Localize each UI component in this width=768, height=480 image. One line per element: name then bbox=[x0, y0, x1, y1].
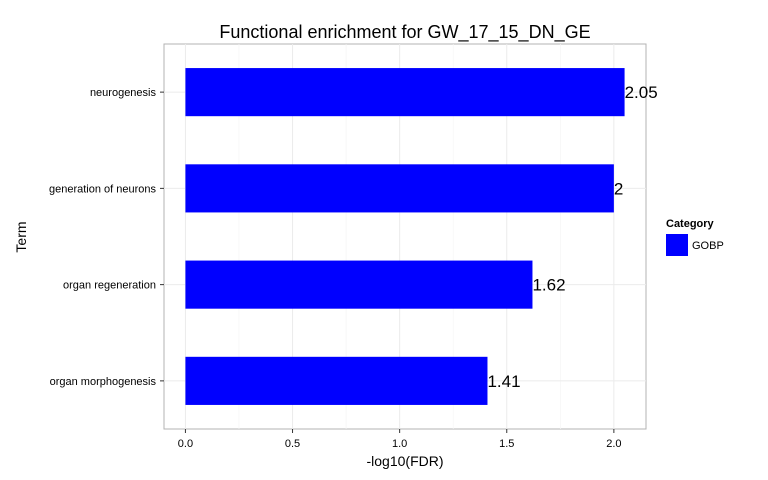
x-tick-label: 0.0 bbox=[178, 438, 193, 450]
x-tick-label: 0.5 bbox=[285, 438, 300, 450]
y-tick-label: organ morphogenesis bbox=[50, 376, 157, 388]
bar-labels-group: 2.05 2 1.62 1.41 bbox=[487, 83, 657, 391]
bar-value-label: 1.41 bbox=[487, 372, 520, 391]
chart-title: Functional enrichment for GW_17_15_DN_GE bbox=[219, 22, 590, 43]
y-axis-title: Term bbox=[13, 221, 29, 252]
x-tick-label: 1.5 bbox=[499, 438, 514, 450]
bar-value-label: 2.05 bbox=[625, 83, 658, 102]
bar-value-label: 2 bbox=[614, 179, 623, 198]
bars-group bbox=[185, 68, 625, 405]
bar bbox=[185, 164, 614, 213]
x-axis-ticks: 0.0 0.5 1.0 1.5 2.0 bbox=[178, 429, 622, 450]
bar bbox=[185, 68, 625, 117]
x-axis-title: -log10(FDR) bbox=[366, 453, 443, 469]
y-tick-label: organ regeneration bbox=[63, 280, 156, 292]
legend-title: Category bbox=[666, 218, 715, 230]
legend-swatch-gobp bbox=[666, 234, 688, 256]
bar bbox=[185, 260, 533, 309]
y-tick-label: neurogenesis bbox=[90, 87, 157, 99]
x-tick-label: 2.0 bbox=[606, 438, 621, 450]
bar bbox=[185, 356, 488, 405]
bar-value-label: 1.62 bbox=[532, 276, 565, 295]
legend-label-gobp: GOBP bbox=[692, 240, 724, 252]
y-axis-ticks: neurogenesis generation of neurons organ r… bbox=[49, 87, 164, 388]
y-tick-label: generation of neurons bbox=[49, 183, 157, 195]
legend: Category GOBP bbox=[666, 218, 724, 256]
x-tick-label: 1.0 bbox=[392, 438, 407, 450]
